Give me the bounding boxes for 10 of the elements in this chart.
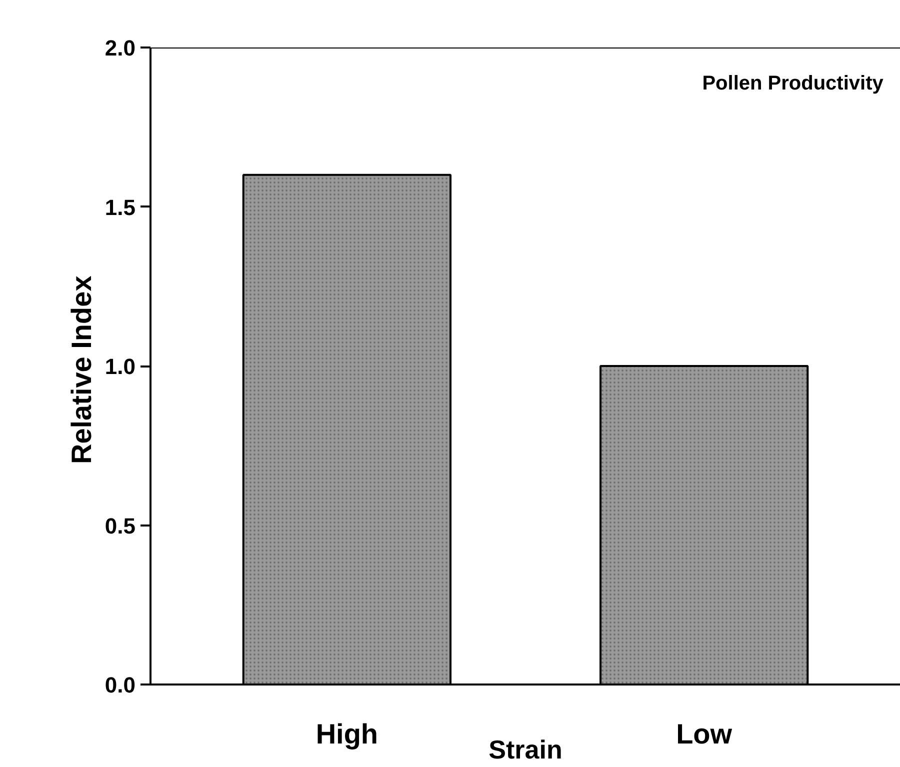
y-axis-title: Relative Index [66,275,97,464]
y-tick-label: 0.0 [104,672,136,698]
x-axis-title: Strain [488,734,562,764]
y-tick-label: 2.0 [104,36,136,60]
y-tick-label: 1.0 [104,354,136,379]
annotation: Pollen Productivity [702,72,884,94]
x-tick-label: High [316,718,378,750]
y-tick-label: 1.5 [104,194,136,220]
y-tick-label: 0.5 [104,513,136,538]
x-tick-label: Low [676,718,732,750]
